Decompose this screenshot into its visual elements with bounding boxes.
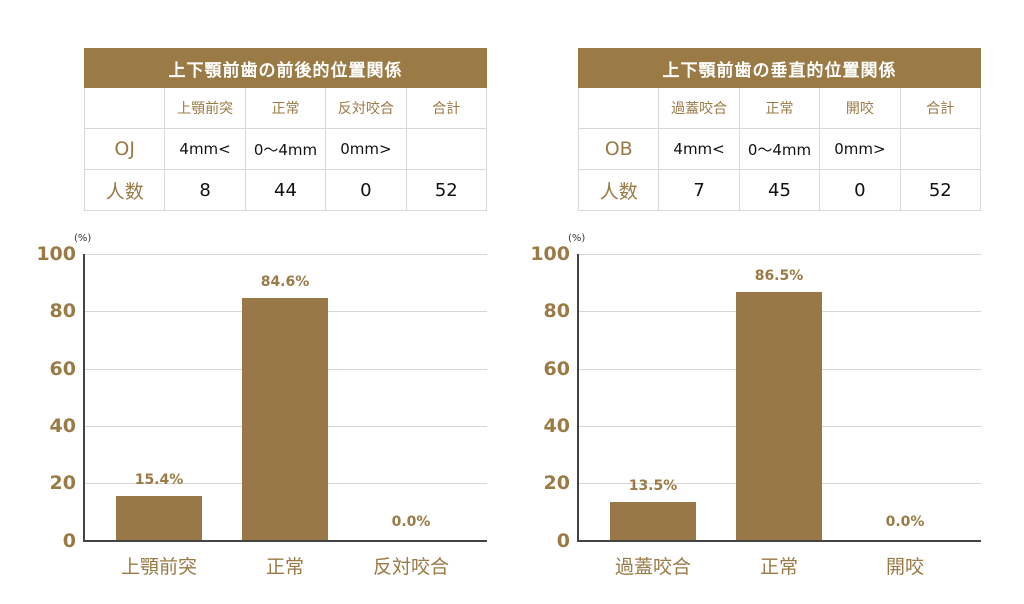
row-label-ob: OB [577,128,660,170]
y-unit-label: (%) [568,233,586,244]
bar-value-label: 15.4% [134,472,184,488]
count-cell: 45 [738,169,821,211]
x-axis [577,540,981,542]
gridline [84,254,487,255]
bar-normal [736,292,822,541]
y-tick: 0 [556,530,570,552]
y-tick: 0 [62,530,76,552]
y-tick: 100 [530,243,570,265]
count-cell: 52 [899,169,982,211]
range-cell: 0mm> [325,128,407,170]
table-title: 上下顎前歯の垂直的位置関係 [578,48,981,88]
bar-value-label: 84.6% [260,274,310,290]
bar-value-label: 0.0% [391,514,431,530]
bar-deep-bite [610,502,696,541]
x-category-label: 正常 [265,556,304,578]
range-cell: 4mm< [164,128,246,170]
bar-value-label: 13.5% [628,478,678,494]
header-cell: 合計 [405,87,488,129]
x-category-label: 反対咬合 [372,556,449,578]
range-cell: 0〜4mm [738,128,821,170]
y-tick: 20 [49,472,76,494]
table-title: 上下顎前歯の前後的位置関係 [84,48,487,88]
count-cell: 52 [405,169,488,211]
table-vertical: 上下顎前歯の垂直的位置関係 過蓋咬合 正常 開咬 合計 OB 4mm< 0〜4m… [577,48,982,211]
row-label-count: 人数 [83,169,166,211]
y-tick: 100 [36,243,76,265]
bar-value-label: 0.0% [885,514,925,530]
y-tick: 20 [543,472,570,494]
y-axis [577,254,579,542]
header-cell: 開咬 [819,87,901,129]
bar-chart-anteroposterior: (%) 100 80 60 40 20 0 15.4% 84.6% 0.0% 上… [30,230,500,590]
y-unit-label: (%) [74,233,92,244]
gridline [578,254,981,255]
count-cell: 7 [658,169,740,211]
x-category-label: 過蓋咬合 [614,556,691,578]
header-cell: 上顎前突 [164,87,246,129]
x-axis [83,540,487,542]
bar-normal [242,298,328,541]
y-tick: 40 [49,415,76,437]
bar-upper-protrusion [116,496,202,541]
x-category-label: 上顎前突 [120,556,197,578]
count-cell: 8 [164,169,246,211]
x-category-label: 正常 [759,556,798,578]
y-tick: 60 [49,358,76,380]
y-axis [83,254,85,542]
y-tick: 40 [543,415,570,437]
row-label-oj: OJ [83,128,166,170]
bar-chart-vertical: (%) 100 80 60 40 20 0 13.5% 86.5% 0.0% 過… [524,230,994,590]
header-cell: 正常 [244,87,327,129]
y-tick: 60 [543,358,570,380]
range-cell [405,128,488,170]
range-cell: 0mm> [819,128,901,170]
range-cell: 0〜4mm [244,128,327,170]
panel-anteroposterior: 上下顎前歯の前後的位置関係 上顎前突 正常 反対咬合 合計 OJ 4mm< 0〜… [30,48,500,590]
range-cell: 4mm< [658,128,740,170]
panel-vertical: 上下顎前歯の垂直的位置関係 過蓋咬合 正常 開咬 合計 OB 4mm< 0〜4m… [494,0,1006,604]
header-cell: 反対咬合 [325,87,407,129]
count-cell: 0 [819,169,901,211]
header-cell-empty [83,87,166,129]
row-label-count: 人数 [577,169,660,211]
header-cell: 過蓋咬合 [658,87,740,129]
count-cell: 0 [325,169,407,211]
bar-value-label: 86.5% [754,268,804,284]
x-category-label: 開咬 [885,556,924,578]
header-cell: 合計 [899,87,982,129]
y-tick: 80 [543,300,570,322]
header-cell: 正常 [738,87,821,129]
header-cell-empty [577,87,660,129]
y-tick: 80 [49,300,76,322]
count-cell: 44 [244,169,327,211]
range-cell [899,128,982,170]
table-anteroposterior: 上下顎前歯の前後的位置関係 上顎前突 正常 反対咬合 合計 OJ 4mm< 0〜… [83,48,488,211]
